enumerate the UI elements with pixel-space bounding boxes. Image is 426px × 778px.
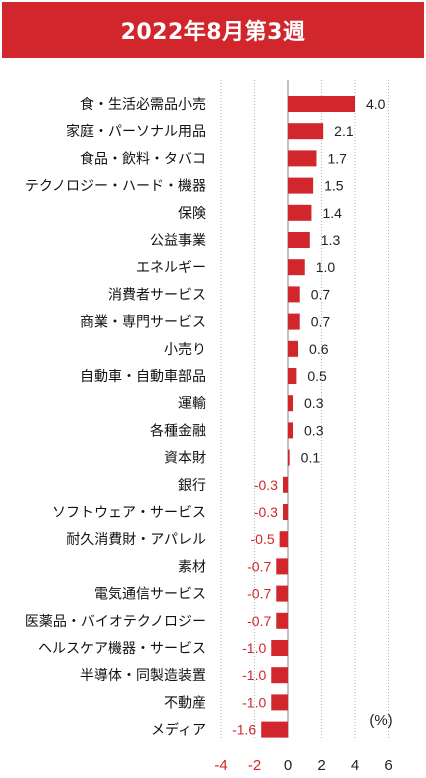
value-label: -0.3 (254, 477, 278, 493)
bar (276, 585, 288, 602)
value-label: 4.0 (366, 96, 386, 112)
category-label: 耐久消費財・アパレル (66, 531, 206, 547)
bar (276, 612, 288, 629)
x-tick-label: 2 (317, 757, 325, 774)
bar (288, 232, 310, 248)
unit-label: (%) (369, 712, 392, 729)
category-label: 資本財 (164, 450, 206, 466)
value-label: 0.1 (301, 450, 321, 466)
category-label: 食・生活必需品小売 (80, 96, 206, 112)
value-label: 0.7 (311, 314, 331, 330)
category-label: 運輸 (178, 395, 206, 411)
bar (288, 204, 312, 221)
bar (271, 694, 288, 711)
bar (271, 640, 288, 656)
value-label: -1.0 (242, 640, 266, 656)
category-label: 公益事業 (150, 232, 206, 248)
category-label: 医薬品・バイオテクノロジー (25, 613, 206, 629)
value-label: -0.7 (247, 613, 271, 629)
category-label: 銀行 (178, 477, 206, 493)
category-label: 消費者サービス (108, 286, 206, 302)
category-label: 半導体・同製造装置 (80, 667, 206, 683)
category-label: 不動産 (164, 694, 206, 710)
category-label: 自動車・自動車部品 (80, 368, 206, 384)
bars-group (261, 96, 355, 738)
category-label: ヘルスケア機器・サービス (38, 640, 206, 656)
category-label: 食品・飲料・タバコ (80, 150, 206, 166)
value-label: -1.0 (242, 694, 266, 710)
value-label: 1.3 (321, 232, 341, 248)
bar (261, 721, 288, 738)
category-labels: 食・生活必需品小売家庭・パーソナル用品食品・飲料・タバコテクノロジー・ハード・機… (25, 96, 206, 738)
value-label: 0.3 (304, 422, 324, 438)
bar (288, 422, 294, 439)
bar (288, 449, 290, 466)
bar (276, 558, 288, 575)
bar (271, 667, 288, 684)
bar (288, 313, 300, 330)
bar (288, 177, 314, 194)
bar (288, 286, 300, 303)
category-label: 各種金融 (150, 422, 206, 438)
x-tick-label: 6 (384, 757, 392, 774)
category-label: メディア (151, 722, 206, 738)
value-label: -0.5 (251, 531, 275, 547)
value-label: 1.7 (327, 150, 347, 166)
category-label: エネルギー (136, 259, 206, 275)
bar (282, 476, 288, 493)
x-tick-label: -2 (248, 757, 261, 774)
bar (288, 259, 305, 276)
value-labels: 4.0 2.1 1.7 1.5 1.4 1.3 1.0 0.7 0.7 0.6 0.5 0.3 0.3 0… (232, 96, 386, 738)
bar (282, 504, 288, 520)
value-label: -0.7 (247, 586, 271, 602)
x-tick-label: 4 (351, 757, 359, 774)
bar (279, 531, 288, 548)
value-label: -0.7 (247, 558, 271, 574)
category-label: テクノロジー・ハード・機器 (25, 178, 206, 194)
bar (288, 150, 317, 167)
category-label: 小売り (164, 341, 206, 357)
value-label: 1.4 (322, 205, 342, 221)
value-label: 0.5 (307, 368, 327, 384)
bar (288, 340, 299, 357)
bar (288, 395, 294, 412)
value-label: 0.6 (309, 341, 329, 357)
category-label: 商業・専門サービス (80, 314, 206, 330)
value-label: 1.5 (324, 178, 344, 194)
bar (288, 96, 355, 112)
chart-title-bar: 2022年8月第3週 (2, 2, 424, 58)
value-label: -0.3 (254, 504, 278, 520)
category-label: 保険 (178, 205, 206, 221)
value-label: 1.0 (316, 259, 336, 275)
chart-title: 2022年8月第3週 (120, 20, 306, 45)
x-axis: -4 -2 0 2 4 6 (214, 757, 392, 774)
category-label: ソフトウェア・サービス (52, 504, 206, 520)
category-label: 電気通信サービス (94, 586, 206, 602)
value-label: -1.6 (232, 722, 256, 738)
bar (288, 123, 324, 140)
category-label: 素材 (178, 558, 206, 574)
value-label: -1.0 (242, 667, 266, 683)
bar (288, 368, 297, 384)
value-label: 0.7 (311, 286, 331, 302)
x-tick-label: -4 (214, 757, 227, 774)
x-tick-label: 0 (284, 757, 292, 774)
value-label: 0.3 (304, 395, 324, 411)
value-label: 2.1 (334, 123, 354, 139)
category-label: 家庭・パーソナル用品 (66, 123, 206, 139)
